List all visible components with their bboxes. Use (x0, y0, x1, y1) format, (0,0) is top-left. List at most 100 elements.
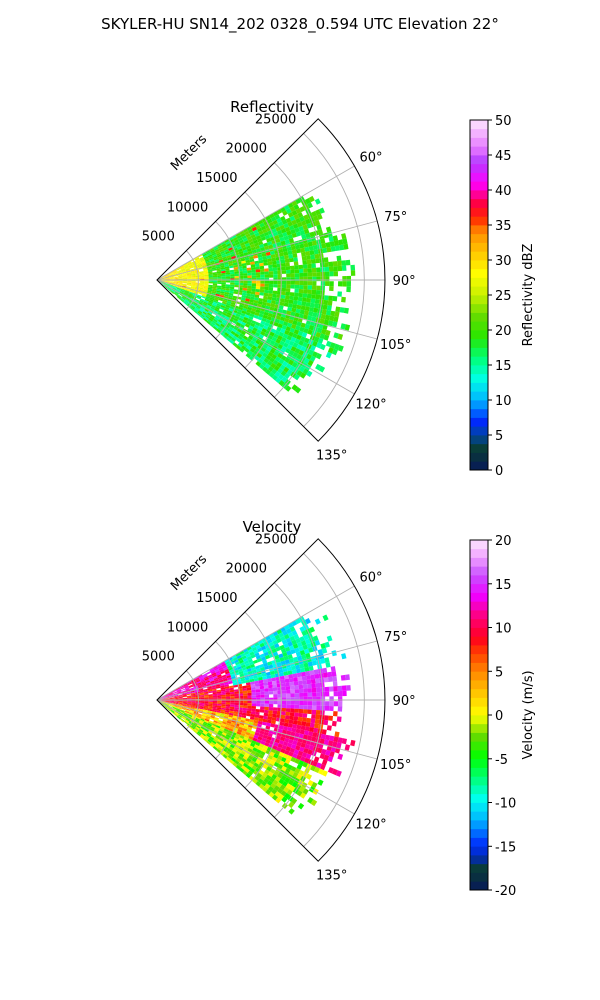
data-cell (195, 691, 200, 694)
data-cell (184, 300, 189, 304)
data-cell (281, 219, 288, 225)
data-cell (308, 195, 315, 203)
data-cell (312, 281, 317, 286)
data-cell (311, 285, 317, 290)
data-cell (229, 265, 234, 269)
data-cell (219, 714, 225, 718)
data-cell (201, 260, 206, 264)
data-cell (325, 242, 331, 248)
data-cell (315, 294, 321, 300)
data-cell (225, 288, 230, 291)
data-cell (260, 751, 266, 756)
data-cell (284, 633, 290, 640)
data-cell (224, 264, 229, 268)
data-cell (300, 756, 306, 762)
data-cell (339, 307, 345, 313)
data-cell (224, 713, 229, 717)
data-cell (303, 357, 310, 365)
data-cell (214, 680, 220, 684)
data-cell (178, 704, 183, 706)
data-cell (237, 728, 243, 733)
data-cell (164, 274, 169, 277)
data-cell (201, 294, 207, 298)
data-cell (283, 235, 289, 241)
data-cell (307, 797, 314, 804)
colorbar-segment (470, 846, 488, 856)
data-cell (264, 665, 270, 670)
data-cell (232, 236, 238, 242)
colorbar-segment (470, 347, 488, 357)
data-cell (325, 281, 330, 286)
data-cell (329, 696, 334, 702)
data-cell (199, 315, 204, 320)
panel-0: 60°75°90°105°120°135°5000100001500020000… (142, 98, 536, 479)
data-cell (313, 727, 319, 733)
data-cell (303, 692, 308, 697)
data-cell (229, 691, 235, 695)
data-cell (274, 776, 281, 782)
data-cell (251, 286, 256, 289)
data-cell (296, 353, 303, 360)
data-cell (241, 263, 247, 267)
data-cell (254, 683, 260, 687)
data-cell (230, 301, 236, 306)
data-cell (194, 300, 199, 304)
data-cell (297, 296, 303, 302)
data-cell (203, 721, 208, 725)
data-cell (234, 735, 240, 740)
data-cell (237, 328, 243, 334)
data-cell (210, 682, 216, 685)
data-cell (316, 692, 321, 697)
data-cell (251, 706, 256, 709)
data-cell (260, 347, 267, 353)
data-cell (236, 663, 241, 668)
data-cell (183, 684, 189, 688)
data-cell (257, 746, 263, 751)
data-cell (255, 248, 261, 253)
data-cell (164, 694, 169, 697)
data-cell (251, 757, 257, 763)
data-cell (289, 685, 295, 690)
data-cell (195, 717, 201, 721)
data-cell (268, 791, 275, 798)
data-cell (225, 700, 231, 703)
data-cell (284, 646, 291, 652)
data-cell (212, 674, 217, 678)
data-cell (234, 691, 239, 694)
data-cell (235, 330, 241, 336)
data-cell (180, 709, 186, 712)
data-cell (220, 687, 226, 690)
data-cell (232, 762, 238, 768)
data-cell (249, 231, 255, 236)
data-cell (252, 778, 258, 784)
data-cell (307, 241, 313, 247)
data-cell (168, 273, 173, 276)
data-cell (168, 705, 173, 708)
data-cell (258, 783, 265, 790)
data-cell (270, 362, 277, 369)
figure-title-holder: SKYLER-HU SN14_202 0328_0.594 UTC Elevat… (0, 15, 600, 33)
data-cell (216, 689, 222, 692)
data-cell (338, 239, 344, 246)
data-cell (214, 744, 219, 749)
data-cell (316, 272, 321, 277)
data-cell (330, 310, 336, 317)
data-cell (259, 292, 264, 296)
data-cell (303, 328, 309, 334)
azimuth-tick-label-2: 90° (393, 694, 416, 709)
data-cell (307, 285, 313, 290)
data-cell (329, 706, 334, 712)
data-cell (241, 757, 247, 763)
azimuth-tick-label-1: 75° (384, 630, 407, 645)
data-cell (266, 237, 272, 243)
data-cell (242, 707, 248, 711)
data-cell (219, 263, 225, 267)
data-cell (290, 269, 295, 274)
range-tick-label-3: 20000 (226, 562, 267, 577)
data-cell (169, 698, 175, 699)
data-cell (174, 701, 179, 702)
data-cell (292, 223, 299, 229)
data-cell (212, 268, 217, 271)
data-cell (280, 328, 286, 334)
data-cell (253, 342, 259, 348)
